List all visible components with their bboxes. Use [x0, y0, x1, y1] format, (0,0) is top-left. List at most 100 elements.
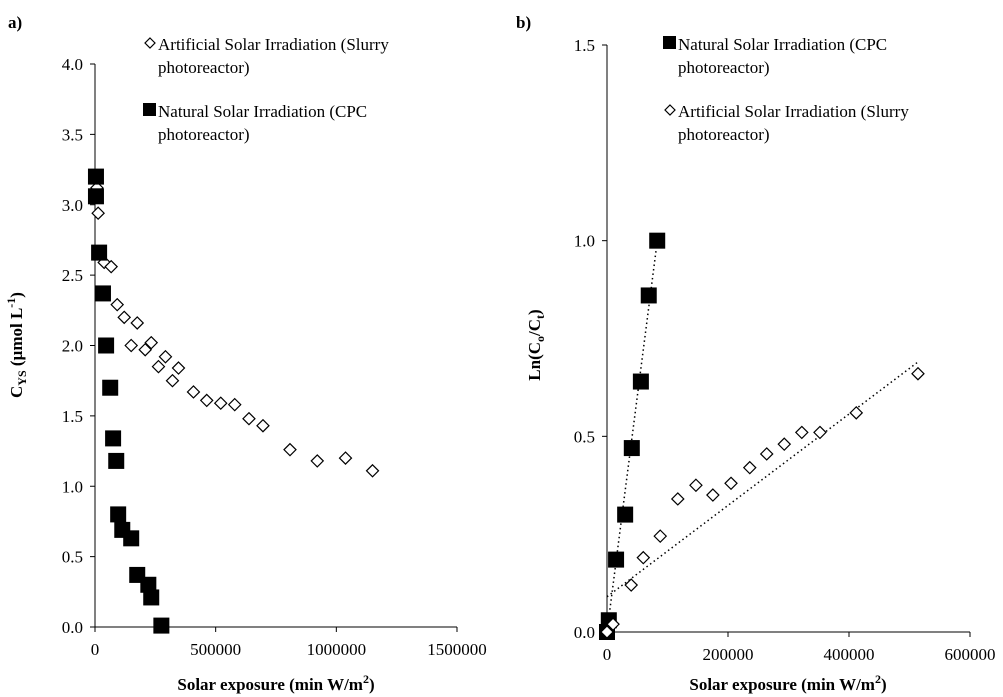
x-tick-label: 400000 — [824, 645, 875, 664]
marker-diamond — [227, 397, 242, 412]
marker-square — [108, 452, 125, 469]
marker-square — [91, 244, 108, 261]
marker-square — [87, 188, 104, 205]
marker-diamond — [600, 625, 614, 639]
panel-label: a) — [8, 13, 22, 32]
marker-diamond — [777, 437, 792, 452]
x-tick-label: 0 — [603, 645, 612, 664]
legend: Natural Solar Irradiation (CPC photoreac… — [662, 33, 968, 167]
marker-square — [140, 576, 157, 593]
x-tick-label: 1500000 — [427, 640, 487, 659]
x-tick-label: 500000 — [190, 640, 241, 659]
marker-diamond — [213, 396, 228, 411]
marker-diamond — [670, 492, 685, 506]
marker-diamond — [158, 349, 173, 364]
marker-diamond — [124, 338, 139, 353]
legend-symbol — [663, 36, 676, 49]
marker-diamond — [911, 366, 925, 381]
marker-diamond — [138, 342, 153, 357]
legend-marker — [664, 104, 676, 116]
marker-diamond — [256, 418, 270, 433]
legend-label: Artificial Solar Irradiation (Slurry pho… — [678, 102, 909, 144]
marker-diamond — [653, 529, 668, 543]
marker-diamond — [338, 451, 353, 465]
y-tick-label: 1.0 — [62, 477, 83, 496]
y-tick-label: 0.0 — [62, 618, 83, 637]
marker-square — [617, 506, 634, 523]
marker-diamond — [794, 425, 809, 440]
marker-square — [87, 168, 104, 185]
panel-label: b) — [516, 13, 531, 32]
marker-diamond — [199, 393, 214, 408]
legend-marker — [663, 36, 676, 49]
marker-diamond — [151, 359, 166, 374]
marker-square — [632, 373, 649, 390]
y-tick-label: 0.5 — [574, 427, 595, 446]
marker-square — [98, 337, 115, 354]
marker-square — [143, 589, 160, 606]
y-axis-label: CYS (µmol L-1) — [4, 292, 29, 398]
marker-diamond — [242, 411, 256, 426]
legend-symbol — [144, 37, 156, 49]
x-tick-label: 200000 — [703, 645, 754, 664]
legend-marker — [144, 37, 156, 49]
legend-item: Artificial Solar Irradiation (Slurry pho… — [662, 100, 968, 146]
y-axis-label: Ln(Co/Ct) — [525, 309, 547, 380]
marker-square — [102, 379, 119, 396]
y-tick-label: 1.5 — [574, 36, 595, 55]
marker-diamond — [624, 578, 639, 592]
marker-diamond — [186, 385, 201, 399]
marker-diamond — [117, 310, 132, 325]
marker-square — [640, 287, 657, 304]
x-tick-label: 0 — [91, 640, 100, 659]
marker-diamond — [283, 442, 297, 457]
marker-diamond — [310, 454, 325, 468]
legend-item: Artificial Solar Irradiation (Slurry pho… — [142, 33, 448, 79]
marker-square — [94, 285, 111, 302]
x-tick-label: 1000000 — [307, 640, 367, 659]
marker-square — [123, 530, 140, 547]
y-tick-label: 0.0 — [574, 623, 595, 642]
legend-symbol — [143, 103, 156, 116]
legend-label: Artificial Solar Irradiation (Slurry pho… — [158, 35, 389, 77]
marker-diamond — [171, 361, 186, 375]
marker-diamond — [636, 550, 651, 565]
legend: Artificial Solar Irradiation (Slurry pho… — [142, 33, 448, 167]
marker-diamond — [849, 406, 864, 420]
marker-diamond — [724, 476, 738, 491]
marker-square — [153, 617, 170, 634]
legend-item: Natural Solar Irradiation (CPC photoreac… — [142, 100, 448, 146]
trendline — [606, 361, 919, 598]
legend-label: Natural Solar Irradiation (CPC photoreac… — [678, 35, 888, 77]
marker-diamond — [759, 447, 774, 461]
y-tick-label: 2.0 — [62, 337, 83, 356]
x-axis-label: Solar exposure (min W/m2) — [689, 672, 886, 694]
marker-square — [110, 506, 127, 523]
x-axis-label: Solar exposure (min W/m2) — [177, 672, 374, 694]
marker-square — [623, 440, 640, 457]
marker-diamond — [165, 373, 180, 388]
marker-diamond — [104, 259, 119, 274]
legend-marker — [143, 103, 156, 116]
legend-symbol — [664, 104, 676, 116]
y-tick-label: 2.5 — [62, 266, 83, 285]
marker-diamond — [742, 460, 757, 475]
marker-square — [105, 430, 122, 447]
y-tick-label: 4.0 — [62, 55, 83, 74]
marker-diamond — [144, 335, 159, 350]
marker-diamond — [110, 297, 125, 312]
marker-diamond — [365, 463, 380, 478]
marker-diamond — [606, 617, 620, 632]
marker-square — [608, 551, 625, 568]
marker-diamond — [706, 488, 720, 502]
y-tick-label: 3.0 — [62, 196, 83, 215]
trendline — [606, 236, 659, 633]
y-tick-label: 3.5 — [62, 125, 83, 144]
marker-diamond — [813, 425, 827, 440]
legend-label: Natural Solar Irradiation (CPC photoreac… — [158, 102, 368, 144]
x-tick-label: 600000 — [945, 645, 996, 664]
marker-diamond — [91, 206, 105, 221]
marker-square — [649, 232, 666, 249]
y-tick-label: 0.5 — [62, 548, 83, 567]
